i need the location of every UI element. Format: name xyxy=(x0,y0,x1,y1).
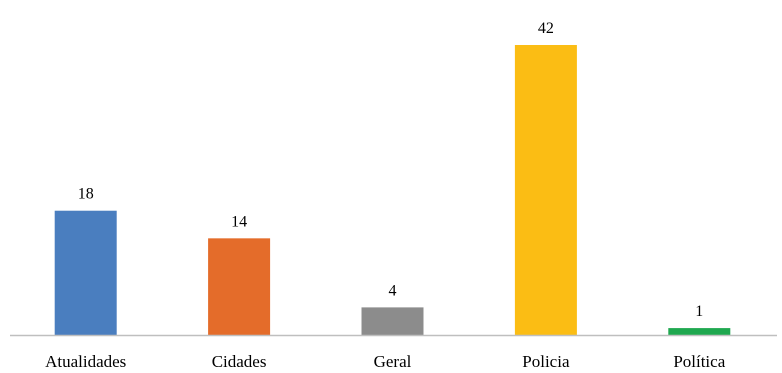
bar-politica xyxy=(668,328,731,335)
x-tick-label-politica: Política xyxy=(673,352,725,371)
data-label-politica: 1 xyxy=(695,303,703,320)
x-tick-label-atualidades: Atualidades xyxy=(45,352,126,371)
data-label-geral: 4 xyxy=(389,282,397,299)
bar-atualidades xyxy=(54,210,117,335)
x-tick-label-cidades: Cidades xyxy=(212,352,267,371)
data-labels-group: 18 14 4 42 1 xyxy=(78,20,704,320)
data-label-cidades: 14 xyxy=(231,213,247,230)
x-tick-label-geral: Geral xyxy=(374,352,412,371)
data-label-atualidades: 18 xyxy=(78,186,94,203)
bar-policia xyxy=(514,45,577,335)
data-label-policia: 42 xyxy=(538,20,554,37)
bar-cidades xyxy=(208,238,271,335)
bars-group xyxy=(54,45,731,335)
bar-geral xyxy=(361,307,424,335)
x-tick-labels-group: Atualidades Cidades Geral Policia Política xyxy=(45,352,726,371)
x-tick-label-policia: Policia xyxy=(522,352,570,371)
